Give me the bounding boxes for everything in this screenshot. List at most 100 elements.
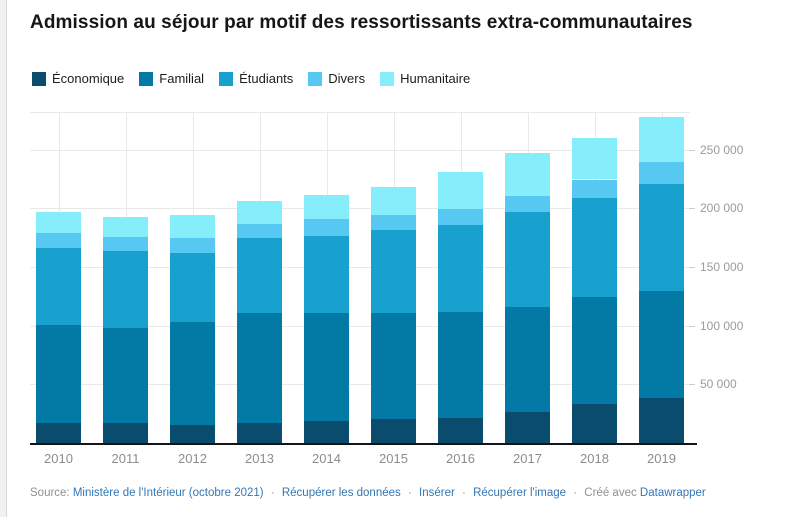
bar-segment-etudiants-2013[interactable] (237, 238, 282, 313)
bar-segment-familial-2015[interactable] (371, 313, 416, 419)
bar-segment-familial-2014[interactable] (304, 312, 349, 421)
y-tick-label: 250 000 (700, 142, 744, 157)
bar-segment-humanitaire-2010[interactable] (36, 211, 81, 234)
bar-2015 (371, 186, 416, 443)
x-label-2019: 2019 (647, 451, 676, 466)
bar-segment-etudiants-2018[interactable] (572, 198, 617, 297)
bar-segment-divers-2015[interactable] (371, 215, 416, 230)
source-label: Source: (30, 487, 70, 499)
bar-segment-familial-2018[interactable] (572, 296, 617, 405)
bar-segment-economique-2015[interactable] (371, 418, 416, 443)
gridline (30, 149, 690, 151)
y-tick-mark (689, 208, 695, 210)
bar-2013 (237, 201, 282, 443)
datawrapper-link[interactable]: Datawrapper (639, 487, 706, 499)
x-label-2018: 2018 (580, 451, 609, 466)
y-tick-mark (689, 149, 695, 151)
bar-segment-etudiants-2012[interactable] (170, 253, 215, 323)
footer-separator: · (270, 487, 275, 499)
bar-segment-humanitaire-2019[interactable] (639, 116, 684, 162)
bar-segment-etudiants-2016[interactable] (438, 225, 483, 312)
legend: Économique Familial Étudiants Divers Humanit… (32, 71, 485, 86)
footer-separator: · (573, 487, 578, 499)
legend-swatch-icon (380, 71, 395, 86)
get-image-link[interactable]: Récupérer l'image (473, 487, 567, 499)
page-edge (0, 0, 7, 517)
legend-swatch-icon (219, 71, 234, 86)
bar-segment-economique-2018[interactable] (572, 404, 617, 443)
x-label-2017: 2017 (513, 451, 542, 466)
bar-segment-divers-2019[interactable] (639, 161, 684, 185)
bar-segment-etudiants-2015[interactable] (371, 229, 416, 314)
gridline (30, 208, 690, 210)
bar-2014 (304, 194, 349, 443)
bar-segment-divers-2016[interactable] (438, 208, 483, 226)
bar-segment-economique-2019[interactable] (639, 397, 684, 443)
x-label-2013: 2013 (245, 451, 274, 466)
bar-segment-familial-2017[interactable] (505, 307, 550, 412)
bar-2011 (103, 217, 148, 443)
bar-segment-divers-2012[interactable] (170, 238, 215, 254)
bar-segment-economique-2017[interactable] (505, 411, 550, 443)
legend-item-divers: Divers (308, 71, 365, 86)
bar-segment-divers-2017[interactable] (505, 195, 550, 213)
embed-link[interactable]: Insérer (419, 487, 455, 499)
bar-segment-divers-2014[interactable] (304, 219, 349, 236)
bar-2018 (572, 138, 617, 443)
bar-segment-humanitaire-2018[interactable] (572, 138, 617, 180)
legend-label: Divers (328, 71, 366, 86)
bar-segment-etudiants-2010[interactable] (36, 248, 81, 326)
legend-label: Étudiants (239, 71, 294, 86)
legend-item-familial: Familial (139, 71, 204, 86)
bar-segment-economique-2010[interactable] (36, 423, 81, 443)
y-tick-label: 200 000 (700, 201, 744, 216)
bar-segment-divers-2018[interactable] (572, 179, 617, 199)
y-tick-label: 100 000 (700, 318, 744, 333)
bar-segment-economique-2014[interactable] (304, 420, 349, 443)
bar-segment-humanitaire-2012[interactable] (170, 215, 215, 239)
gridline-top (30, 112, 690, 113)
bar-segment-etudiants-2014[interactable] (304, 235, 349, 313)
bar-segment-humanitaire-2016[interactable] (438, 172, 483, 209)
bar-segment-humanitaire-2013[interactable] (237, 201, 282, 224)
legend-swatch-icon (32, 71, 46, 86)
x-label-2015: 2015 (379, 451, 408, 466)
bar-2010 (36, 211, 81, 443)
bar-segment-familial-2016[interactable] (438, 311, 483, 419)
bar-segment-familial-2010[interactable] (36, 325, 81, 424)
bar-segment-economique-2013[interactable] (237, 423, 282, 443)
legend-swatch-icon (139, 71, 154, 86)
bar-segment-divers-2011[interactable] (103, 237, 148, 252)
get-data-link[interactable]: Récupérer les données (281, 487, 401, 499)
bar-segment-familial-2011[interactable] (103, 327, 148, 424)
bar-segment-economique-2011[interactable] (103, 423, 148, 443)
created-with-label: Créé avec (584, 487, 637, 499)
source-link[interactable]: Ministère de l'Intérieur (octobre 2021) (72, 487, 264, 499)
bar-segment-divers-2013[interactable] (237, 223, 282, 239)
chart-footer: Source: Ministère de l'Intérieur (octobr… (30, 487, 770, 499)
bar-segment-humanitaire-2011[interactable] (103, 217, 148, 237)
bar-segment-familial-2019[interactable] (639, 291, 684, 398)
bar-segment-economique-2016[interactable] (438, 418, 483, 443)
bar-segment-humanitaire-2014[interactable] (304, 194, 349, 220)
y-tick-mark (689, 266, 695, 268)
gridline (30, 384, 690, 386)
y-tick-mark (689, 325, 695, 327)
bar-segment-familial-2012[interactable] (170, 322, 215, 426)
bar-segment-etudiants-2017[interactable] (505, 212, 550, 308)
bar-segment-divers-2010[interactable] (36, 233, 81, 249)
bar-segment-economique-2012[interactable] (170, 425, 215, 443)
bar-segment-etudiants-2019[interactable] (639, 184, 684, 291)
legend-label: Économique (52, 71, 125, 86)
bar-segment-etudiants-2011[interactable] (103, 251, 148, 328)
bar-segment-familial-2013[interactable] (237, 312, 282, 424)
bar-segment-humanitaire-2015[interactable] (371, 186, 416, 216)
chart-title: Admission au séjour par motif des ressor… (30, 12, 693, 33)
legend-item-economique: Économique (32, 71, 124, 86)
legend-label: Familial (159, 71, 205, 86)
bar-segment-humanitaire-2017[interactable] (505, 153, 550, 196)
bar-2017 (505, 153, 550, 443)
x-label-2014: 2014 (312, 451, 341, 466)
gridline (30, 266, 690, 268)
